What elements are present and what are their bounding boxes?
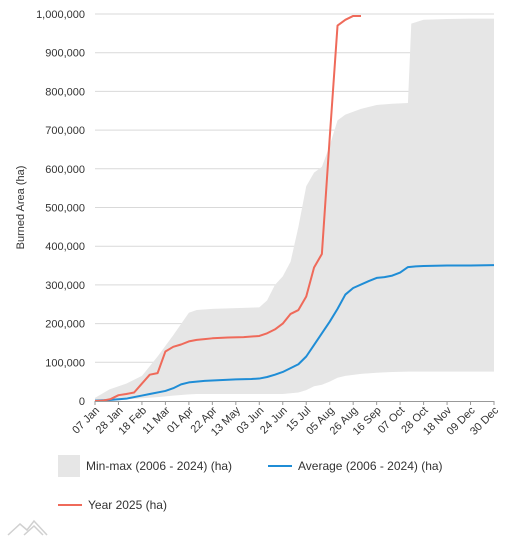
legend-band-swatch xyxy=(58,455,80,477)
year-2025-series-line xyxy=(94,14,361,402)
legend-year-label: Year 2025 (ha) xyxy=(88,498,167,512)
y-tick-label: 300,000 xyxy=(45,280,85,292)
y-tick-label: 200,000 xyxy=(45,319,85,331)
min-max-band xyxy=(95,18,494,401)
y-tick-label: 1,000,000 xyxy=(36,9,85,21)
legend-item-band[interactable]: Min-max (2006 - 2024) (ha) xyxy=(58,455,232,477)
legend-item-average[interactable]: Average (2006 - 2024) (ha) xyxy=(268,459,443,473)
legend-average-label: Average (2006 - 2024) (ha) xyxy=(298,459,443,473)
y-tick-label: 700,000 xyxy=(45,125,85,137)
y-tick-label: 900,000 xyxy=(45,48,85,60)
mountain-logo-icon xyxy=(7,519,48,536)
y-axis-title: Burned Area (ha) xyxy=(15,166,27,250)
y-tick-label: 500,000 xyxy=(45,203,85,215)
legend[interactable]: Min-max (2006 - 2024) (ha) Average (2006… xyxy=(58,455,443,512)
legend-band-label: Min-max (2006 - 2024) (ha) xyxy=(86,459,232,473)
legend-item-year[interactable]: Year 2025 (ha) xyxy=(58,498,167,512)
y-tick-label: 800,000 xyxy=(45,86,85,98)
y-axis-ticks: 0 100,000 200,000 300,000 400,000 500,000 600,… xyxy=(36,9,85,408)
x-tick-label: 11 Mar xyxy=(140,404,172,436)
y-tick-label: 100,000 xyxy=(45,357,85,369)
y-tick-label: 0 xyxy=(79,396,85,408)
grid-lines xyxy=(95,13,494,363)
y-tick-label: 400,000 xyxy=(45,241,85,253)
y-tick-label: 600,000 xyxy=(45,164,85,176)
average-series-line xyxy=(94,264,495,402)
x-tick-label: 24 Jun xyxy=(258,405,290,437)
